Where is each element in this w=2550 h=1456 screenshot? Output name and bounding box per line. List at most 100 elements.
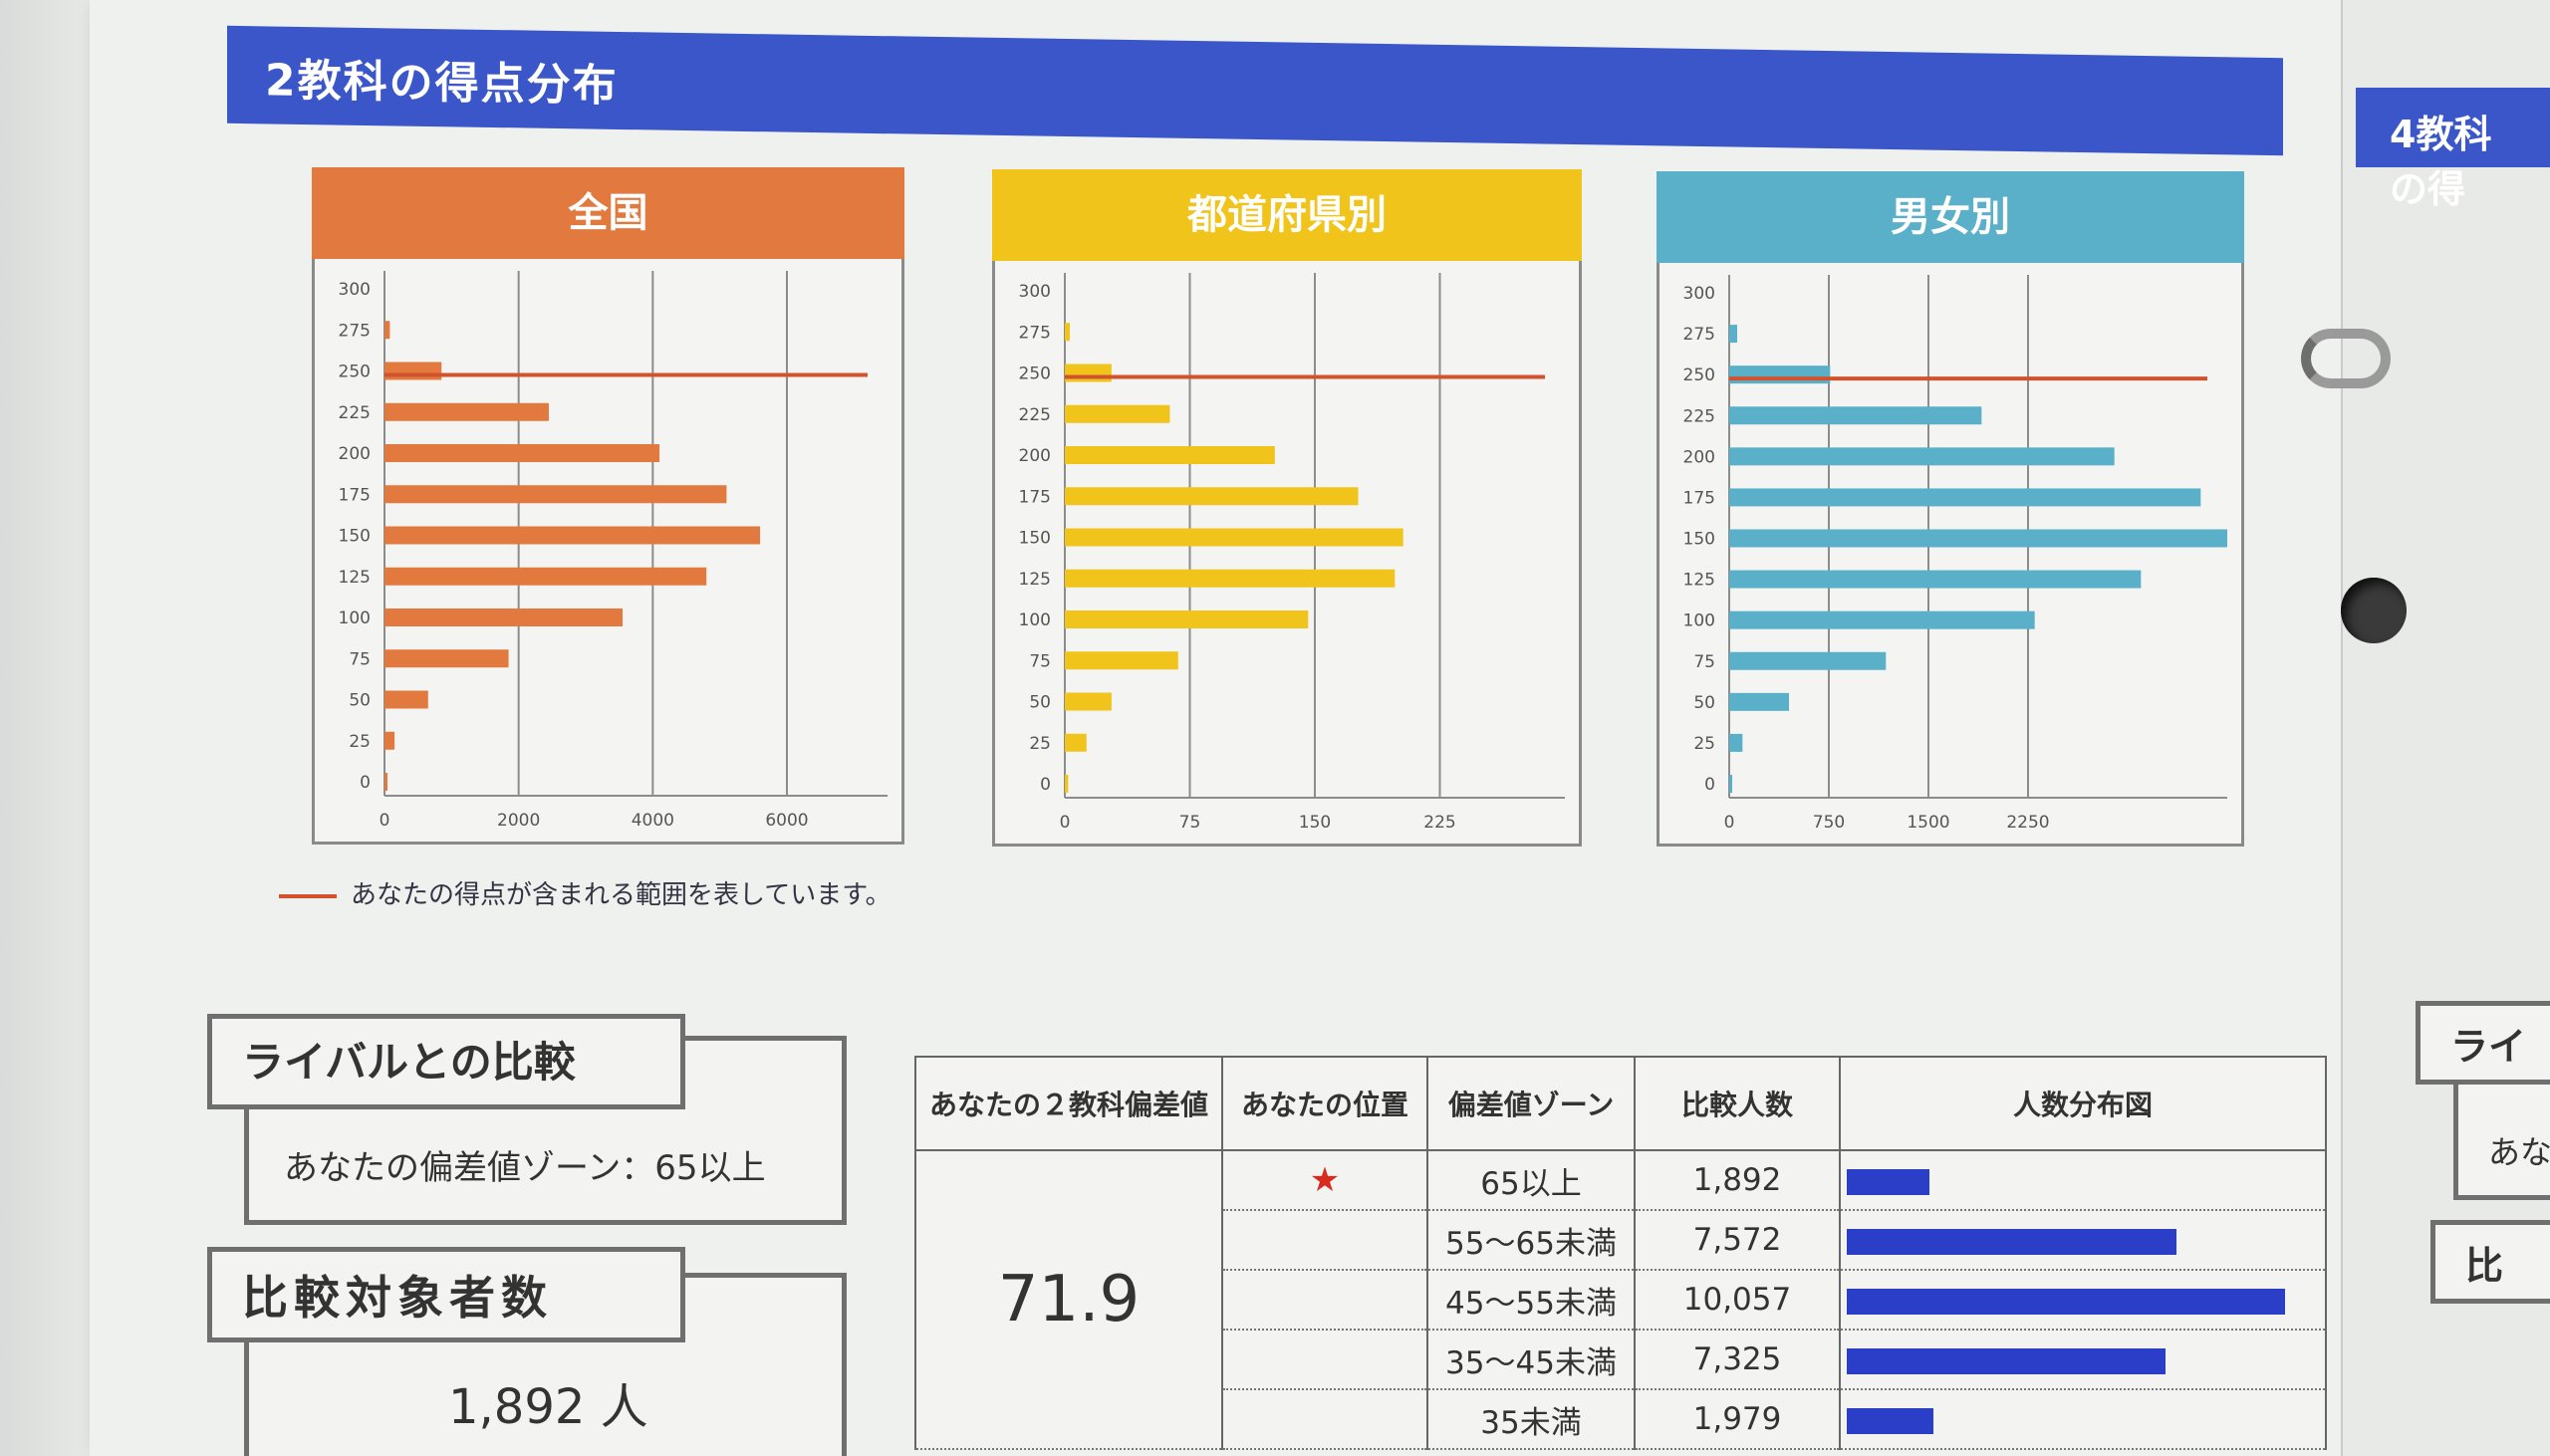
y-tick-label: 250	[1683, 365, 1715, 385]
y-tick-label: 50	[1693, 693, 1715, 713]
compare-count-title: 比較対象者数	[207, 1247, 685, 1342]
zone-cell: 65以上	[1426, 1149, 1636, 1211]
x-tick-label: 4000	[632, 811, 674, 831]
header-distribution: 人数分布図	[1839, 1056, 2327, 1151]
distribution-cell	[1839, 1269, 2327, 1331]
zone-cell: 45～55未満	[1426, 1269, 1636, 1331]
deviation-value: 71.9	[914, 1149, 1223, 1450]
compare-count-value: 1,892 人	[448, 1379, 648, 1435]
chart-prefecture: 都道府県別 0 75 150 225 0 25 50 75 100 125 150 175 200 225…	[992, 169, 1582, 847]
y-tick-label: 300	[1019, 282, 1051, 302]
bar	[1065, 610, 1309, 628]
y-tick-label: 125	[1019, 570, 1051, 590]
table-row: 71.9 ★ 65以上 1,892	[914, 1149, 2327, 1450]
y-tick-label: 75	[1693, 652, 1715, 672]
y-tick-label: 100	[1019, 610, 1051, 630]
y-tick-label: 150	[339, 527, 371, 547]
x-tick-label: 6000	[765, 811, 808, 831]
header-count: 比較人数	[1634, 1056, 1841, 1151]
position-cell	[1221, 1209, 1428, 1271]
chart-gender: 男女別 0 750 1500 2250 0 25 50 75 100 125 150 175 200 22…	[1657, 171, 2244, 847]
deviation-table: あなたの２教科偏差値 あなたの位置 偏差値ゾーン 比較人数 人数分布図 71.9…	[914, 1056, 2327, 1450]
binder-ring	[2301, 329, 2391, 388]
bar	[1729, 447, 2115, 466]
bar	[384, 608, 624, 626]
distribution-bar	[1847, 1288, 2285, 1315]
x-tick-label: 2000	[497, 811, 540, 831]
distribution-bar	[1847, 1228, 2176, 1255]
next-section-banner: 4教科の得	[2356, 88, 2550, 211]
bar	[384, 321, 390, 340]
position-cell	[1221, 1388, 1428, 1450]
legend-text: あなたの得点が含まれる範囲を表しています。	[351, 880, 892, 910]
y-tick-label: 75	[349, 649, 371, 669]
table-row: 45～55未満 10,057	[915, 1269, 2327, 1331]
chart-prefecture-plot: 0 75 150 225 0 25 50 75 100 125 150 175 200 225 250 275…	[1019, 273, 1565, 833]
count-cell: 1,979	[1634, 1388, 1841, 1450]
chart-national: 全国 0 2000 4000 6000 0 25 50 75 100 125 150 175 200 22…	[312, 167, 904, 845]
y-tick-label: 200	[339, 444, 371, 464]
bar	[384, 402, 549, 421]
y-tick-label: 200	[1019, 446, 1051, 466]
count-cell: 1,892	[1634, 1149, 1841, 1211]
zone-cell: 35～45未満	[1426, 1329, 1636, 1390]
bar	[1065, 404, 1170, 423]
table-row: 35～45未満 7,325	[915, 1329, 2327, 1390]
distribution-cell	[1839, 1149, 2327, 1211]
chart-gender-title: 男女別	[1657, 171, 2244, 263]
bar	[1065, 446, 1275, 464]
y-tick-label: 25	[1693, 734, 1715, 754]
chart-prefecture-title: 都道府県別	[992, 169, 1582, 261]
x-tick-label: 0	[380, 811, 390, 831]
legend-line	[279, 893, 337, 898]
header-position: あなたの位置	[1221, 1056, 1428, 1151]
bar	[1729, 488, 2201, 507]
bar	[384, 690, 428, 709]
bar	[384, 526, 761, 545]
bar	[1729, 570, 2142, 589]
bar	[1729, 692, 1789, 711]
y-tick-label: 50	[349, 691, 371, 711]
x-tick-label: 750	[1813, 813, 1845, 833]
bar	[384, 362, 442, 380]
rival-zone-text: あなたの偏差値ゾーン：65以上	[284, 1148, 766, 1188]
y-tick-label: 125	[1683, 571, 1715, 591]
zone-cell: 35未満	[1426, 1388, 1636, 1450]
bar	[1729, 529, 2227, 548]
y-tick-label: 125	[339, 568, 371, 588]
table-header-row: あなたの２教科偏差値 あなたの位置 偏差値ゾーン 比較人数 人数分布図	[914, 1056, 2327, 1151]
bar	[1065, 528, 1403, 547]
bar	[1065, 487, 1359, 506]
y-tick-label: 275	[1019, 323, 1051, 343]
distribution-bar	[1847, 1407, 1933, 1434]
bar	[384, 444, 660, 462]
section-title: 2教科の得点分布	[265, 55, 619, 112]
distribution-bar	[1847, 1347, 2166, 1374]
y-tick-label: 250	[1019, 364, 1051, 384]
y-tick-label: 175	[1683, 488, 1715, 508]
y-tick-label: 75	[1029, 651, 1051, 671]
count-cell: 7,325	[1634, 1329, 1841, 1390]
y-tick-label: 175	[1019, 487, 1051, 507]
y-tick-label: 25	[1029, 734, 1051, 754]
bar	[1065, 651, 1178, 670]
chart-national-plot: 0 2000 4000 6000 0 25 50 75 100 125 150 175 200 225 25…	[339, 271, 888, 831]
count-cell: 7,572	[1634, 1209, 1841, 1271]
bar	[1065, 323, 1071, 342]
zone-cell: 55～65未満	[1426, 1209, 1636, 1271]
right-rival-title: ライ	[2416, 1001, 2550, 1085]
star-icon: ★	[1309, 1160, 1341, 1200]
x-tick-label: 1500	[1907, 813, 1949, 833]
chart-national-title: 全国	[312, 167, 904, 259]
x-tick-label: 0	[1724, 813, 1735, 833]
count-cell: 10,057	[1634, 1269, 1841, 1331]
y-tick-label: 100	[1683, 611, 1715, 631]
bar	[1065, 364, 1112, 382]
y-tick-label: 200	[1683, 447, 1715, 467]
y-tick-label: 25	[349, 732, 371, 752]
x-tick-label: 225	[1423, 813, 1455, 833]
y-tick-label: 225	[1019, 405, 1051, 425]
legend-note: あなたの得点が含まれる範囲を表しています。	[279, 874, 892, 911]
x-tick-label: 2250	[2006, 813, 2049, 833]
y-tick-label: 50	[1029, 693, 1051, 713]
